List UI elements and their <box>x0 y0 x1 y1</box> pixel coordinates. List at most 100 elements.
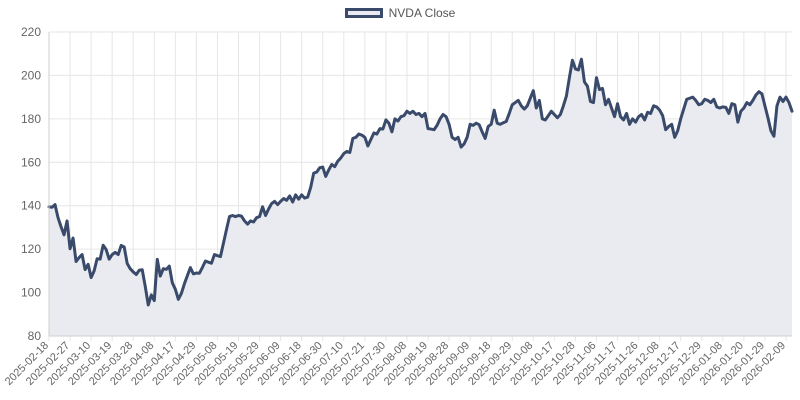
data-point <box>224 228 228 232</box>
data-point <box>83 268 87 272</box>
data-point <box>315 170 319 174</box>
data-point <box>649 111 653 115</box>
y-tick-label: 180 <box>21 112 41 126</box>
data-point <box>89 276 93 280</box>
data-point <box>567 76 571 80</box>
data-point <box>176 297 180 301</box>
data-point <box>423 111 427 115</box>
data-point <box>760 92 764 96</box>
data-point <box>528 96 532 100</box>
data-point <box>456 135 460 139</box>
series-area-fill <box>49 59 792 336</box>
data-point <box>537 98 541 102</box>
data-point <box>790 109 794 113</box>
data-point <box>709 101 713 105</box>
data-point <box>616 102 620 106</box>
data-point <box>739 109 743 113</box>
y-tick-label: 200 <box>21 68 41 82</box>
data-point <box>700 102 704 106</box>
data-point <box>279 199 283 203</box>
data-point <box>516 98 520 102</box>
data-point <box>507 111 511 115</box>
data-point <box>543 118 547 122</box>
data-point <box>742 106 746 110</box>
data-point <box>564 94 568 98</box>
data-point <box>86 262 90 266</box>
data-point <box>185 274 189 278</box>
data-point <box>570 58 574 62</box>
data-point <box>285 198 289 202</box>
data-point <box>591 101 595 105</box>
data-point <box>534 106 538 110</box>
data-point <box>781 99 785 103</box>
data-point <box>381 127 385 131</box>
data-point <box>492 108 496 112</box>
data-point <box>246 222 250 226</box>
legend-swatch <box>344 8 383 18</box>
data-point <box>354 135 358 139</box>
data-point <box>56 216 60 220</box>
data-point <box>766 116 770 120</box>
data-point <box>682 107 686 111</box>
data-point <box>438 117 442 121</box>
y-tick-label: 100 <box>21 286 41 300</box>
area-layer <box>47 57 794 336</box>
data-point <box>50 205 54 209</box>
y-tick-label: 160 <box>21 155 41 169</box>
data-point <box>152 299 156 303</box>
data-point <box>432 128 436 132</box>
data-point <box>170 281 174 285</box>
data-point <box>658 108 662 112</box>
data-point <box>661 114 665 118</box>
data-point <box>694 98 698 102</box>
data-point <box>384 118 388 122</box>
data-point <box>628 122 632 126</box>
data-point <box>477 123 481 127</box>
data-point <box>465 135 469 139</box>
data-point <box>435 123 439 127</box>
data-point <box>107 257 111 261</box>
data-point <box>294 193 298 197</box>
data-point <box>402 114 406 118</box>
data-point <box>459 145 463 149</box>
data-point <box>53 203 57 207</box>
data-point <box>122 245 126 249</box>
data-point <box>327 168 331 172</box>
series-line-nvda-close <box>47 57 794 307</box>
data-point <box>366 144 370 148</box>
data-point <box>116 253 120 257</box>
data-point <box>561 104 565 108</box>
data-point <box>664 128 668 132</box>
data-point <box>369 137 373 141</box>
data-point <box>625 111 629 115</box>
data-point <box>188 266 192 270</box>
data-point <box>309 185 313 189</box>
data-point <box>607 97 611 101</box>
data-point <box>134 273 138 277</box>
data-point <box>576 68 580 72</box>
data-point <box>748 103 752 107</box>
data-point <box>291 200 295 204</box>
data-point <box>594 76 598 80</box>
data-point <box>300 193 304 197</box>
data-point <box>128 267 132 271</box>
data-point <box>125 261 129 265</box>
data-point <box>375 132 379 136</box>
data-point <box>673 135 677 139</box>
data-point <box>549 109 553 113</box>
data-point <box>525 104 529 108</box>
y-tick-label: 80 <box>28 329 42 343</box>
data-point <box>643 118 647 122</box>
data-point <box>676 129 680 133</box>
data-point <box>522 107 526 111</box>
legend[interactable]: NVDA Close <box>0 6 800 20</box>
data-point <box>670 122 674 126</box>
data-point <box>167 264 171 268</box>
data-point <box>333 165 337 169</box>
data-point <box>252 220 256 224</box>
data-point <box>62 233 66 237</box>
data-point <box>149 293 153 297</box>
data-point <box>164 267 168 271</box>
data-point <box>390 130 394 134</box>
data-point <box>552 113 556 117</box>
